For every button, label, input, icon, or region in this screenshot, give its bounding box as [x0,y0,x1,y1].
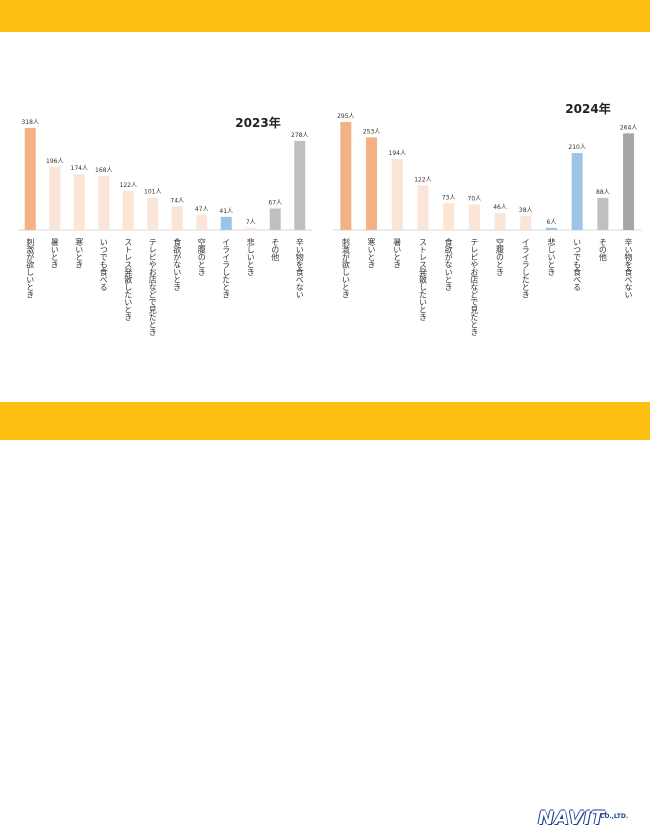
logo-url: www.navit-j.com [560,829,618,837]
data-label-1: 295人 [337,113,354,120]
category-label-12: 辛い物を食べない [624,237,633,298]
category-label-1: 刺激が欲しいとき [341,238,350,299]
category-label-8: 空腹のとき [197,237,206,276]
data-label-12: 264人 [620,124,637,131]
data-label-5: 73人 [442,194,456,201]
category-label-1: 刺激が欲しいとき [26,238,35,299]
bar-8 [196,214,208,230]
category-label-5: 食欲がないとき [444,237,453,291]
bar-2 [366,137,378,230]
data-label-6: 101人 [144,189,161,196]
category-label-10: 悲しいとき [246,237,255,276]
bar-8 [520,216,532,230]
bar-1 [340,122,352,230]
bar-12 [623,133,635,230]
category-label-11: その他 [598,238,607,262]
data-label-10: 7人 [246,219,256,226]
category-label-12: 辛い物を食べない [295,237,304,298]
data-label-11: 88人 [596,189,610,196]
bar-10 [245,227,257,230]
bar-9 [220,216,232,230]
category-label-3: 寒いとき [75,237,84,268]
data-label-8: 38人 [519,207,533,214]
category-label-4: いつでも食べる [99,238,108,291]
category-label-9: 悲しいとき [547,237,556,276]
category-label-9: イライラしたとき [222,238,231,299]
top-banner [0,0,650,32]
data-label-6: 70人 [468,195,482,202]
data-label-11: 67人 [268,200,282,207]
bar-12 [294,140,306,230]
navit-logo: NAVIT CO.,LTD. www.navit-j.com [538,807,646,839]
data-label-9: 6人 [547,219,557,226]
category-label-11: その他 [271,238,280,262]
data-label-2: 253人 [363,128,380,135]
bar-7 [494,213,506,230]
data-label-9: 41人 [219,208,233,215]
bar-6 [147,197,159,230]
data-label-10: 210人 [568,144,585,151]
category-label-10: いつでも食べる [573,238,582,291]
logo-suffix: CO.,LTD. [600,813,629,820]
bar-5 [443,203,455,230]
category-label-6: テレビやお店などで見たとき [148,238,157,336]
bar-2 [49,167,61,230]
category-label-7: 食欲がないとき [173,237,182,291]
category-label-5: ストレス発散したいとき [124,238,133,321]
category-label-2: 寒いとき [367,237,376,268]
data-label-8: 47人 [195,206,209,213]
category-label-3: 暑いとき [393,238,402,269]
category-label-7: 空腹のとき [496,237,505,276]
bar-7 [171,206,183,230]
bar-6 [468,204,480,230]
logo-brand: NAVIT [538,807,605,829]
category-label-6: テレビやお店などで見たとき [470,238,479,336]
data-label-4: 168人 [95,167,112,174]
bar-3 [73,174,85,230]
bar-1 [24,128,36,230]
bar-11 [597,197,609,230]
data-label-4: 122人 [414,176,431,183]
data-label-1: 318人 [22,119,39,126]
chart-title: 2023年 [235,115,280,130]
category-label-4: ストレス発散したいとき [418,238,427,321]
data-label-2: 196人 [46,158,63,165]
bar-10 [571,153,583,230]
bar-9 [545,227,557,230]
bar-4 [98,176,110,230]
data-label-5: 122人 [120,182,137,189]
chart-title: 2024年 [565,101,610,116]
data-label-7: 46人 [493,204,507,211]
data-label-3: 194人 [389,150,406,157]
data-label-12: 278人 [291,132,308,139]
data-label-7: 74人 [170,197,184,204]
category-label-8: イライラしたとき [521,238,530,299]
data-label-3: 174人 [71,165,88,172]
bottom-banner: NAVIT CO.,LTD. www.navit-j.com [0,402,650,837]
bar-3 [391,158,403,230]
category-label-2: 暑いとき [50,238,59,269]
bar-5 [122,190,134,230]
bar-11 [269,208,281,230]
bar-4 [417,185,429,230]
